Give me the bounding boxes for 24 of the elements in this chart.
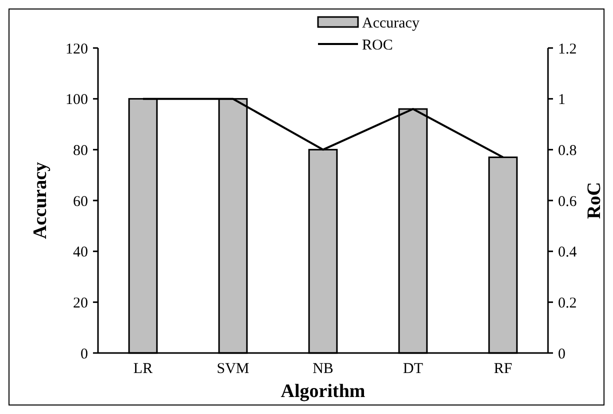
y-tick-label: 100 (66, 92, 88, 108)
x-tick-label: RF (494, 361, 512, 377)
y2-tick-label: 0.6 (558, 194, 578, 210)
y2-axis-title: RoC (584, 182, 605, 219)
y-tick-label: 20 (73, 295, 88, 312)
y-tick-label: 40 (73, 244, 88, 261)
y2-tick-label: 1 (558, 92, 566, 108)
legend-label: ROC (362, 37, 393, 54)
y2-tick-label: 0.4 (558, 244, 578, 261)
y-axis-title: Accuracy (30, 161, 51, 240)
y2-tick-label: 0.8 (558, 142, 577, 159)
y-tick-label: 0 (80, 346, 88, 362)
x-tick-label: NB (312, 361, 334, 377)
y2-tick-label: 0 (558, 346, 566, 362)
y2-tick-label: 1.2 (558, 41, 577, 58)
x-tick-label: SVM (216, 361, 250, 377)
x-tick-label: DT (403, 361, 423, 377)
y2-tick-label: 0.2 (558, 295, 577, 312)
legend-label: Accuracy (362, 15, 420, 32)
x-tick-label: LR (133, 361, 153, 377)
x-axis-title: Algorithm (280, 381, 366, 402)
y-tick-label: 60 (73, 194, 88, 210)
y-tick-label: 120 (66, 41, 88, 58)
y-tick-label: 80 (73, 142, 88, 159)
